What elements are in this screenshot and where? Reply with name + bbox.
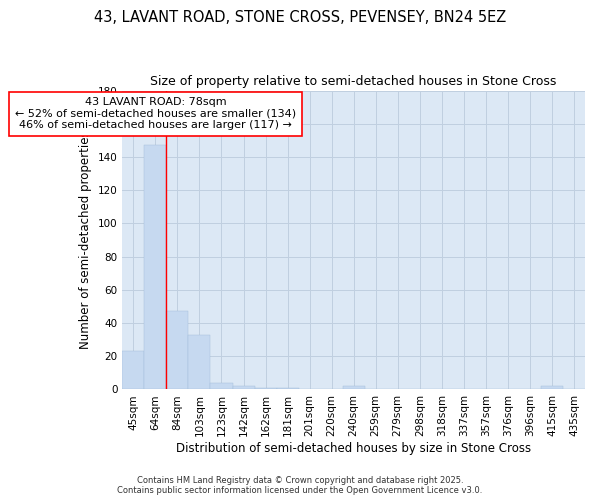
Text: 43, LAVANT ROAD, STONE CROSS, PEVENSEY, BN24 5EZ: 43, LAVANT ROAD, STONE CROSS, PEVENSEY, … bbox=[94, 10, 506, 25]
Text: 43 LAVANT ROAD: 78sqm
← 52% of semi-detached houses are smaller (134)
46% of sem: 43 LAVANT ROAD: 78sqm ← 52% of semi-deta… bbox=[15, 97, 296, 130]
Bar bbox=[188, 334, 211, 390]
Y-axis label: Number of semi-detached properties: Number of semi-detached properties bbox=[79, 130, 92, 350]
Bar bbox=[145, 146, 166, 390]
Text: Contains HM Land Registry data © Crown copyright and database right 2025.
Contai: Contains HM Land Registry data © Crown c… bbox=[118, 476, 482, 495]
Bar bbox=[233, 386, 254, 390]
Bar bbox=[541, 386, 563, 390]
Bar bbox=[343, 386, 365, 390]
Bar bbox=[277, 388, 299, 390]
Bar bbox=[166, 312, 188, 390]
X-axis label: Distribution of semi-detached houses by size in Stone Cross: Distribution of semi-detached houses by … bbox=[176, 442, 531, 455]
Bar bbox=[254, 388, 277, 390]
Bar bbox=[122, 352, 145, 390]
Bar bbox=[211, 383, 233, 390]
Title: Size of property relative to semi-detached houses in Stone Cross: Size of property relative to semi-detach… bbox=[151, 75, 557, 88]
